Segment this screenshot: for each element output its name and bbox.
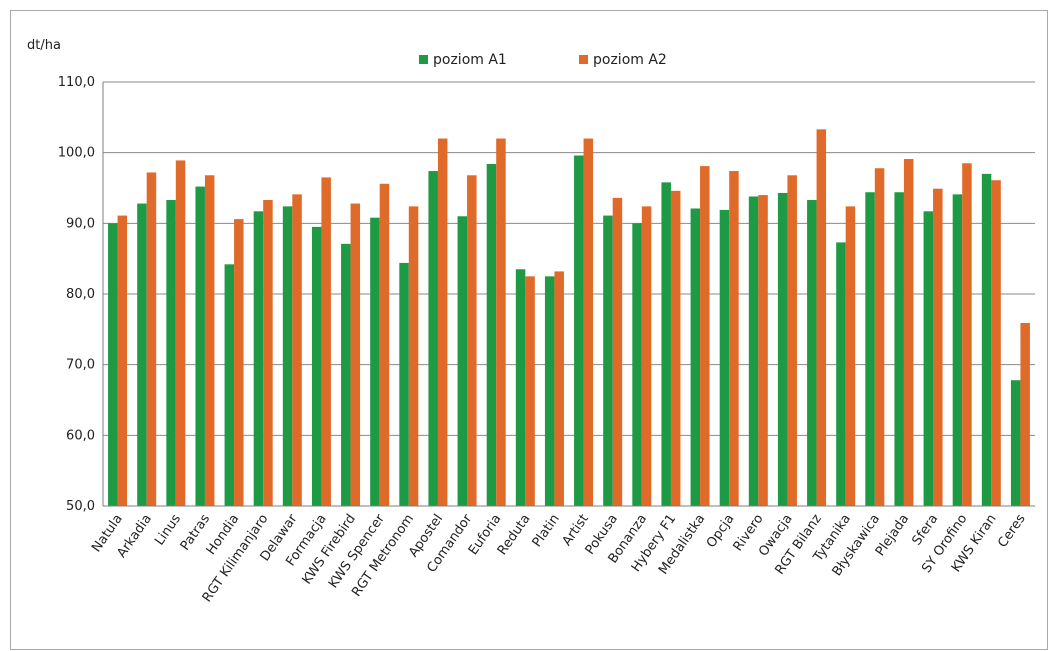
y-tick-label: 80,0 (66, 287, 95, 302)
bar-poziom-a1 (661, 182, 671, 506)
bar-poziom-a2 (700, 166, 710, 507)
bar-poziom-a2 (292, 194, 302, 507)
bar-poziom-a1 (137, 203, 147, 506)
bar-poziom-a2 (583, 138, 594, 506)
bar-poziom-a2 (933, 188, 943, 506)
bar-poziom-a2 (350, 203, 361, 506)
bar-poziom-a1 (865, 192, 875, 507)
bar-poziom-a2 (903, 159, 914, 506)
legend-label-a2: poziom A2 (593, 52, 667, 68)
y-axis-label: dt/ha (27, 38, 61, 53)
bar-poziom-a1 (923, 211, 934, 506)
bar-poziom-a2 (787, 175, 797, 506)
bar-poziom-a1 (370, 217, 380, 506)
y-tick-label: 60,0 (66, 428, 95, 443)
bar-poziom-a1 (253, 211, 264, 506)
chart-frame: 50,0 60,0 70,0 80,0 90,0 100,0 110,0 Natula Ark… (10, 10, 1048, 650)
y-tick-labels: 50,0 60,0 70,0 80,0 90,0 100,0 110,0 (58, 75, 95, 514)
bar-poziom-a1 (166, 200, 176, 506)
x-category-label: Ceres (995, 512, 1029, 551)
y-tick-label: 90,0 (66, 216, 95, 231)
bar-poziom-a1 (1010, 380, 1021, 506)
bar-poziom-a1 (777, 192, 788, 507)
bar-poziom-a1 (748, 196, 759, 507)
bar-poziom-a1 (195, 186, 205, 506)
bar-poziom-a2 (612, 197, 623, 507)
bar-poziom-a1 (807, 200, 817, 506)
bar-poziom-a2 (117, 215, 128, 506)
bars (108, 129, 1030, 507)
bar-poziom-a1 (894, 192, 904, 507)
bar-poziom-a2 (845, 206, 856, 506)
bar-poziom-a2 (379, 183, 390, 506)
bar-poziom-a1 (574, 155, 584, 506)
bar-poziom-a2 (467, 175, 477, 506)
bar-poziom-a2 (1020, 322, 1030, 506)
legend: poziom A1 poziom A2 (419, 52, 667, 68)
bar-poziom-a1 (311, 226, 322, 506)
bar-poziom-a2 (175, 160, 186, 506)
bar-poziom-a1 (399, 262, 409, 506)
bar-poziom-a1 (515, 269, 526, 506)
bar-poziom-a1 (544, 276, 555, 506)
bar-poziom-a1 (108, 223, 118, 507)
bar-poziom-a2 (496, 138, 506, 506)
legend-swatch-a1 (419, 55, 428, 64)
bar-poziom-a2 (408, 206, 419, 506)
bar-poziom-a1 (428, 171, 438, 507)
bar-poziom-a1 (719, 209, 730, 506)
x-category-label: Platin (530, 512, 563, 550)
bar-poziom-a2 (962, 163, 972, 506)
y-tick-label: 100,0 (58, 146, 95, 161)
bar-chart: 50,0 60,0 70,0 80,0 90,0 100,0 110,0 NatulaArk… (27, 38, 1035, 605)
axes (102, 82, 1035, 507)
bar-poziom-a2 (146, 172, 157, 506)
bar-poziom-a2 (816, 129, 827, 506)
bar-poziom-a1 (486, 163, 497, 506)
bar-poziom-a2 (874, 168, 885, 507)
legend-swatch-a2 (579, 55, 588, 64)
bar-poziom-a2 (234, 219, 244, 507)
bar-poziom-a2 (263, 200, 273, 506)
y-tick-label: 110,0 (58, 75, 95, 90)
bar-poziom-a1 (603, 215, 613, 506)
y-tick-label: 50,0 (66, 499, 95, 514)
bar-poziom-a1 (690, 208, 701, 506)
bar-poziom-a2 (437, 138, 448, 506)
bar-poziom-a1 (981, 173, 992, 506)
bar-poziom-a2 (641, 206, 652, 506)
legend-label-a1: poziom A1 (433, 52, 507, 68)
bar-poziom-a2 (758, 195, 768, 507)
bar-poziom-a1 (632, 223, 642, 507)
bar-poziom-a1 (224, 264, 235, 506)
bar-poziom-a1 (952, 194, 963, 507)
bar-poziom-a1 (836, 242, 846, 506)
bar-poziom-a2 (670, 190, 681, 506)
bar-poziom-a2 (204, 175, 215, 506)
bar-poziom-a2 (729, 171, 739, 507)
bar-poziom-a2 (321, 177, 331, 506)
y-tick-label: 70,0 (66, 358, 95, 373)
bar-poziom-a1 (282, 206, 293, 506)
bar-poziom-a2 (991, 180, 1001, 506)
bar-poziom-a1 (457, 216, 468, 506)
bar-poziom-a2 (525, 276, 535, 506)
bar-poziom-a1 (341, 243, 351, 506)
bar-poziom-a2 (554, 271, 564, 506)
